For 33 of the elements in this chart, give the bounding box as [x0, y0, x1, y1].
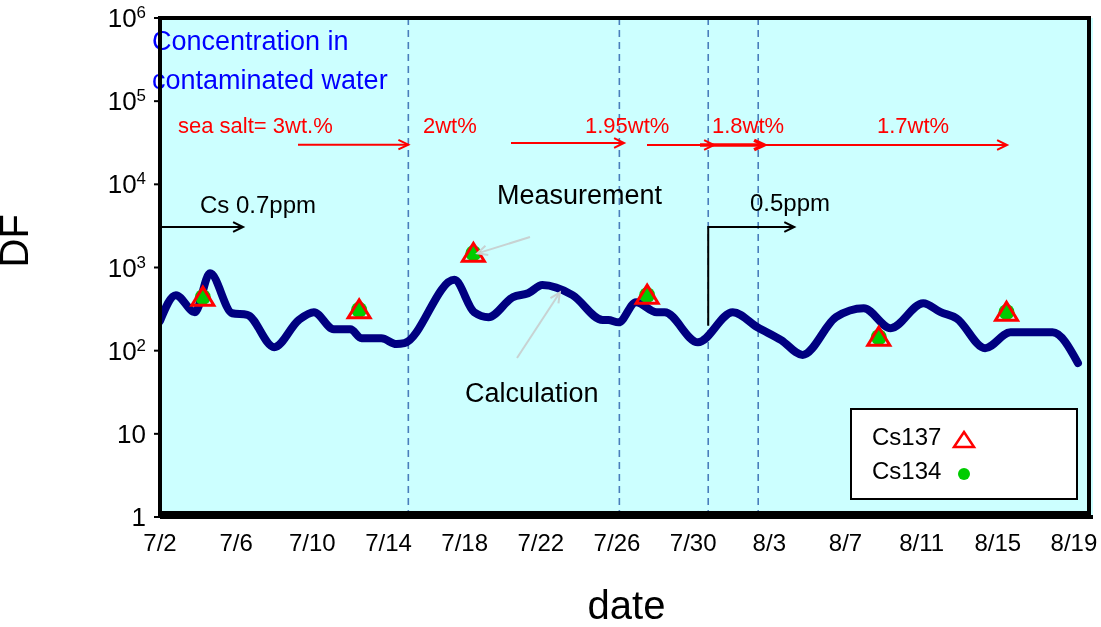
x-tick-label: 8/11 — [899, 529, 945, 556]
x-tick-label: 8/3 — [752, 529, 786, 556]
y-tick-label: 1 — [131, 502, 146, 532]
legend-label: Cs137 — [872, 422, 943, 452]
annotation: Cs 0.7ppm — [200, 190, 317, 220]
x-tick-label: 7/26 — [593, 529, 641, 556]
annotation: 0.5ppm — [750, 188, 831, 218]
y-axis-title: DF — [0, 214, 37, 268]
x-axis-title: date — [587, 583, 666, 627]
x-tick-label: 7/18 — [441, 529, 489, 556]
y-tick-label: 10 — [117, 418, 146, 449]
x-tick-label: 8/19 — [1050, 529, 1098, 556]
y-tick-label: 10$^{3}$ — [107, 252, 146, 283]
annotation: 2wt% — [423, 112, 477, 140]
x-tick-label: 7/30 — [669, 529, 717, 556]
x-tick-label: 8/15 — [974, 529, 1022, 556]
annotation: sea salt= 3wt.% — [178, 112, 333, 140]
legend-label: Cs134 — [872, 456, 943, 486]
annotation: Measurement — [497, 179, 663, 212]
x-tick-label: 7/2 — [143, 529, 177, 556]
annotation: Calculation — [465, 377, 599, 410]
annotation: 1.8wt% — [712, 112, 785, 140]
x-tick-label: 7/22 — [517, 529, 565, 556]
x-tick-label: 7/10 — [288, 529, 336, 556]
y-tick-label: 10$^{5}$ — [107, 85, 146, 117]
annotation: 1.95wt% — [585, 112, 670, 140]
y-tick-label: 10$^{6}$ — [107, 2, 146, 33]
x-tick-label: 7/6 — [219, 529, 253, 556]
x-tick-label: 7/14 — [365, 529, 412, 556]
annotation: 1.7wt% — [877, 112, 950, 140]
y-tick-label: 10$^{2}$ — [107, 335, 146, 366]
x-tick-label: 8/7 — [828, 529, 863, 556]
y-tick-label: 10$^{4}$ — [107, 168, 146, 200]
